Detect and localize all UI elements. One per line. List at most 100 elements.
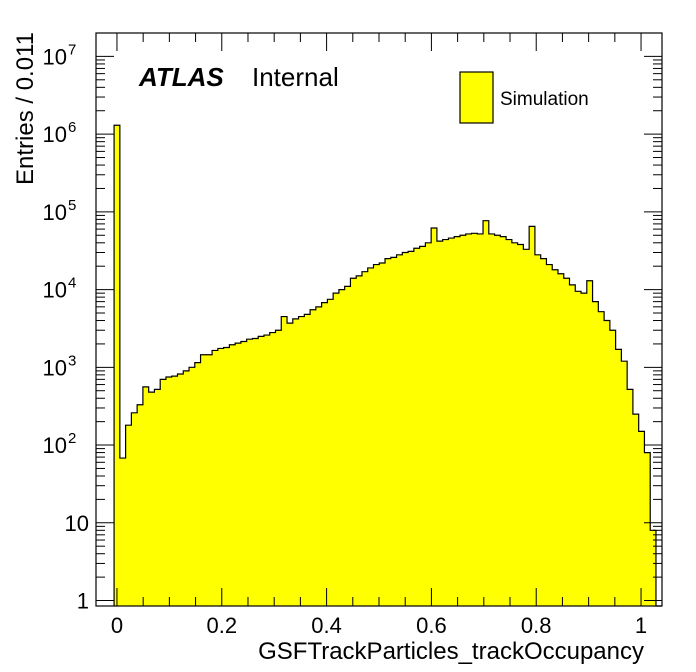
histogram-bar <box>119 458 126 606</box>
x-axis-title: GSFTrackParticles_trackOccupancy <box>258 638 644 665</box>
x-tick-labels: 0 0.2 0.4 0.6 0.8 1 <box>111 613 647 638</box>
histogram-bar <box>557 273 565 606</box>
histogram-bar <box>563 278 570 606</box>
histogram-bar <box>546 264 553 606</box>
histogram-bar <box>488 233 495 606</box>
histogram-bar <box>229 344 236 606</box>
histogram-bar <box>511 242 518 607</box>
histogram-bar <box>321 302 328 606</box>
histogram-bar <box>385 258 392 606</box>
histogram-bar <box>310 309 317 606</box>
y-tick-exponent: 7 <box>68 41 76 58</box>
histogram-bar <box>471 233 478 607</box>
histogram-bar <box>506 239 513 606</box>
histogram-bar <box>263 335 271 606</box>
histogram-bar <box>333 293 340 606</box>
histogram-bar <box>292 318 299 606</box>
histogram-bar <box>304 314 311 606</box>
histogram-bar <box>396 254 403 606</box>
histogram-bar <box>413 248 420 606</box>
histogram-bar <box>425 242 432 607</box>
histogram-bar <box>165 377 173 606</box>
y-tick-label: 10 <box>43 200 67 225</box>
histogram-bar <box>189 367 196 606</box>
histogram-bar <box>431 228 438 606</box>
histogram-bar <box>408 251 415 606</box>
histogram-bar <box>217 348 224 606</box>
histogram-bar <box>534 254 541 606</box>
histogram-bar <box>436 241 443 606</box>
y-tick-label: 10 <box>43 44 67 69</box>
histogram-bar <box>650 530 657 606</box>
histogram-bar <box>258 336 265 606</box>
histogram-bar <box>171 376 178 606</box>
histogram-bar <box>200 354 207 606</box>
histogram-bar <box>235 343 242 606</box>
histogram-bar <box>581 293 588 606</box>
y-tick-exponent: 4 <box>68 275 76 292</box>
y-tick-exponent: 6 <box>68 119 76 136</box>
y-tick-label: 10 <box>43 355 67 380</box>
legend-swatch <box>459 71 494 124</box>
histogram-bar <box>379 262 386 606</box>
histogram-bar <box>609 330 616 606</box>
atlas-label: ATLAS <box>138 62 224 92</box>
histogram-bar <box>448 238 455 606</box>
histogram-bar <box>621 361 628 606</box>
histogram-bar <box>483 220 490 606</box>
histogram-bar <box>114 125 121 607</box>
histogram-bar <box>315 306 322 606</box>
histogram-bar <box>627 389 634 606</box>
x-tick-label: 0 <box>111 613 123 638</box>
y-tick-label: 1 <box>77 589 89 614</box>
histogram-bar <box>350 278 357 606</box>
histogram-bar <box>419 246 426 606</box>
histogram-bar <box>517 244 524 606</box>
histogram-bar <box>477 233 484 606</box>
histogram-bar <box>540 258 547 606</box>
legend-label: Simulation <box>500 89 589 110</box>
histogram-bar <box>246 339 253 606</box>
histogram-bar <box>148 392 155 606</box>
histogram-bar <box>344 286 351 606</box>
histogram-outline <box>113 124 662 607</box>
histogram-bar <box>183 370 190 606</box>
histogram-bar <box>252 338 259 606</box>
histogram-bar <box>269 332 276 606</box>
histogram-bar <box>500 236 507 606</box>
histogram-bar <box>638 431 645 606</box>
y-tick-label: 10 <box>43 278 67 303</box>
histogram-bar <box>194 362 201 606</box>
histogram-bar <box>281 316 288 606</box>
histogram-bars <box>114 125 657 607</box>
histogram-bar <box>275 330 282 606</box>
histogram-bar <box>569 284 576 606</box>
histogram-bar <box>327 299 334 606</box>
y-tick-label: 10 <box>43 122 67 147</box>
x-tick-label: 0.8 <box>521 613 552 638</box>
histogram-bar <box>598 311 605 606</box>
histogram-bar <box>459 235 467 606</box>
internal-label: Internal <box>252 62 339 92</box>
histogram-bar <box>390 257 397 606</box>
histogram-bar <box>454 236 461 606</box>
histogram-bar <box>523 249 530 607</box>
histogram-bar <box>240 341 247 606</box>
x-tick-label: 0.4 <box>311 613 342 638</box>
axis-ticks <box>96 32 662 606</box>
histogram-bar <box>586 280 593 606</box>
histogram-bar <box>356 275 363 606</box>
histogram-bar <box>154 389 161 606</box>
histogram-bar <box>632 414 639 606</box>
histogram-bar <box>615 349 622 606</box>
histogram-bar <box>442 239 449 606</box>
histogram-bar <box>367 267 374 606</box>
histogram-bar <box>137 404 144 606</box>
y-tick-exponent: 2 <box>68 430 76 447</box>
histogram-bar <box>160 379 167 606</box>
histogram-bar <box>575 291 582 606</box>
legend: Simulation <box>459 71 589 124</box>
histogram-bar <box>465 233 472 606</box>
histogram-bar <box>361 271 369 606</box>
